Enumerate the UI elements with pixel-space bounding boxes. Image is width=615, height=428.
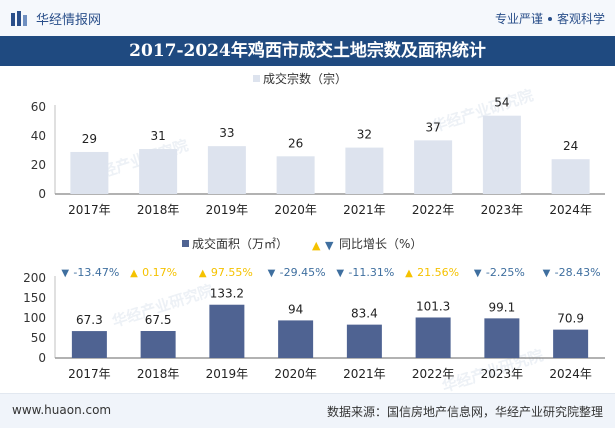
- data-label-count: 24: [563, 139, 578, 153]
- data-label-count: 32: [357, 128, 372, 142]
- y-tick-label-area: 200: [23, 271, 46, 285]
- y-tick-label-count: 40: [31, 129, 46, 143]
- bar-count: [414, 140, 453, 194]
- footer-url: www.huaon.com: [12, 403, 112, 417]
- bar-area: [553, 329, 589, 358]
- data-label-count: 33: [219, 126, 234, 140]
- x-tick-label-area: 2021年: [343, 367, 386, 381]
- bar-area: [140, 331, 176, 358]
- y-tick-label-area: 50: [31, 331, 46, 345]
- legend-swatch-area: [182, 240, 189, 247]
- x-tick-label-count: 2017年: [68, 203, 111, 217]
- y-tick-label-count: 0: [38, 187, 46, 201]
- bar-area: [71, 331, 107, 358]
- bar-count: [70, 151, 109, 194]
- x-tick-label-count: 2023年: [481, 203, 524, 217]
- x-tick-label-count: 2018年: [137, 203, 180, 217]
- growth-down-icon: ▼: [474, 268, 482, 279]
- footer: www.huaon.com 数据来源：国信房地产信息网，华经产业研究院整理: [0, 393, 615, 428]
- x-tick-label-count: 2024年: [549, 203, 592, 217]
- bar-area: [278, 320, 314, 358]
- bar-area: [209, 304, 245, 358]
- chart-title: 2017-2024年鸡西市成交土地宗数及面积统计: [0, 36, 615, 66]
- x-tick-label-area: 2024年: [549, 367, 592, 381]
- growth-label: 97.55%: [211, 266, 253, 279]
- bar-count: [139, 149, 178, 194]
- footer-source: 数据来源：国信房地产信息网，华经产业研究院整理: [326, 405, 603, 419]
- data-label-area: 83.4: [351, 307, 378, 321]
- data-label-area: 70.9: [557, 312, 584, 326]
- growth-down-icon: ▼: [336, 268, 344, 279]
- top-bar: 华经情报网 专业严谨 客观科学: [0, 0, 615, 36]
- bar-count: [551, 159, 590, 194]
- y-tick-label-count: 20: [31, 158, 46, 172]
- legend-growth: 同比增长（%）: [339, 237, 422, 251]
- data-label-area: 67.3: [76, 313, 103, 327]
- x-tick-label-area: 2017年: [68, 367, 111, 381]
- data-label-area: 94: [288, 302, 303, 316]
- growth-up-icon: ▲: [130, 268, 138, 279]
- y-tick-label-area: 0: [38, 351, 46, 365]
- brand-logo-icon: [11, 10, 27, 26]
- legend-count: 成交宗数（宗）: [263, 71, 347, 86]
- y-tick-label-area: 150: [23, 291, 46, 305]
- x-tick-label-area: 2019年: [206, 367, 249, 381]
- bar-count: [276, 156, 315, 194]
- x-tick-label-area: 2020年: [274, 367, 317, 381]
- x-tick-label-area: 2022年: [412, 367, 455, 381]
- x-tick-label-count: 2022年: [412, 203, 455, 217]
- y-tick-label-count: 60: [31, 100, 46, 114]
- bar-count: [345, 147, 384, 194]
- legend-down-triangle-icon: ▼: [325, 239, 334, 252]
- growth-down-icon: ▼: [543, 268, 551, 279]
- data-label-area: 67.5: [145, 313, 172, 327]
- bar-count: [482, 115, 521, 194]
- legend-swatch-count: [253, 75, 260, 82]
- dot-separator-icon: [547, 17, 552, 21]
- growth-label: -28.43%: [555, 266, 601, 279]
- bar-area: [415, 317, 451, 358]
- x-tick-label-count: 2021年: [343, 203, 386, 217]
- tagline: 专业严谨 客观科学: [495, 10, 605, 27]
- growth-label: -2.25%: [486, 266, 525, 279]
- data-label-count: 31: [150, 129, 165, 143]
- x-tick-label-count: 2020年: [274, 203, 317, 217]
- x-tick-label-area: 2018年: [137, 367, 180, 381]
- legend-up-triangle-icon: ▲: [312, 239, 321, 252]
- bar-area: [346, 324, 382, 358]
- brand-name: 华经情报网: [36, 13, 102, 28]
- growth-label: -29.45%: [280, 266, 326, 279]
- growth-up-icon: ▲: [405, 268, 413, 279]
- bar-area: [484, 318, 520, 358]
- growth-down-icon: ▼: [268, 268, 276, 279]
- x-tick-label-area: 2023年: [481, 367, 524, 381]
- data-label-count: 26: [288, 136, 303, 150]
- tagline-right: 客观科学: [556, 12, 605, 26]
- tagline-left: 专业严谨: [494, 12, 543, 26]
- growth-up-icon: ▲: [199, 268, 207, 279]
- y-tick-label-area: 100: [23, 311, 46, 325]
- growth-label: 0.17%: [142, 266, 177, 279]
- legend-area: 成交面积（万㎡）: [192, 236, 288, 251]
- brand: 华经情报网: [10, 9, 101, 28]
- data-label-count: 37: [425, 120, 440, 134]
- data-label-count: 29: [82, 132, 97, 146]
- data-label-count: 54: [494, 96, 509, 110]
- data-label-area: 133.2: [210, 287, 244, 301]
- growth-label: -13.47%: [73, 266, 119, 279]
- chart-canvas: 成交宗数（宗） 0 20 40 60 29 2017年 31 2018年 33 2019年 26 202…: [23, 71, 605, 381]
- data-label-area: 99.1: [489, 300, 516, 314]
- growth-label: 21.56%: [417, 266, 459, 279]
- growth-label: -11.31%: [348, 266, 394, 279]
- x-tick-label-count: 2019年: [206, 203, 249, 217]
- data-label-area: 101.3: [416, 299, 450, 313]
- growth-down-icon: ▼: [61, 268, 69, 279]
- bar-count: [207, 146, 246, 194]
